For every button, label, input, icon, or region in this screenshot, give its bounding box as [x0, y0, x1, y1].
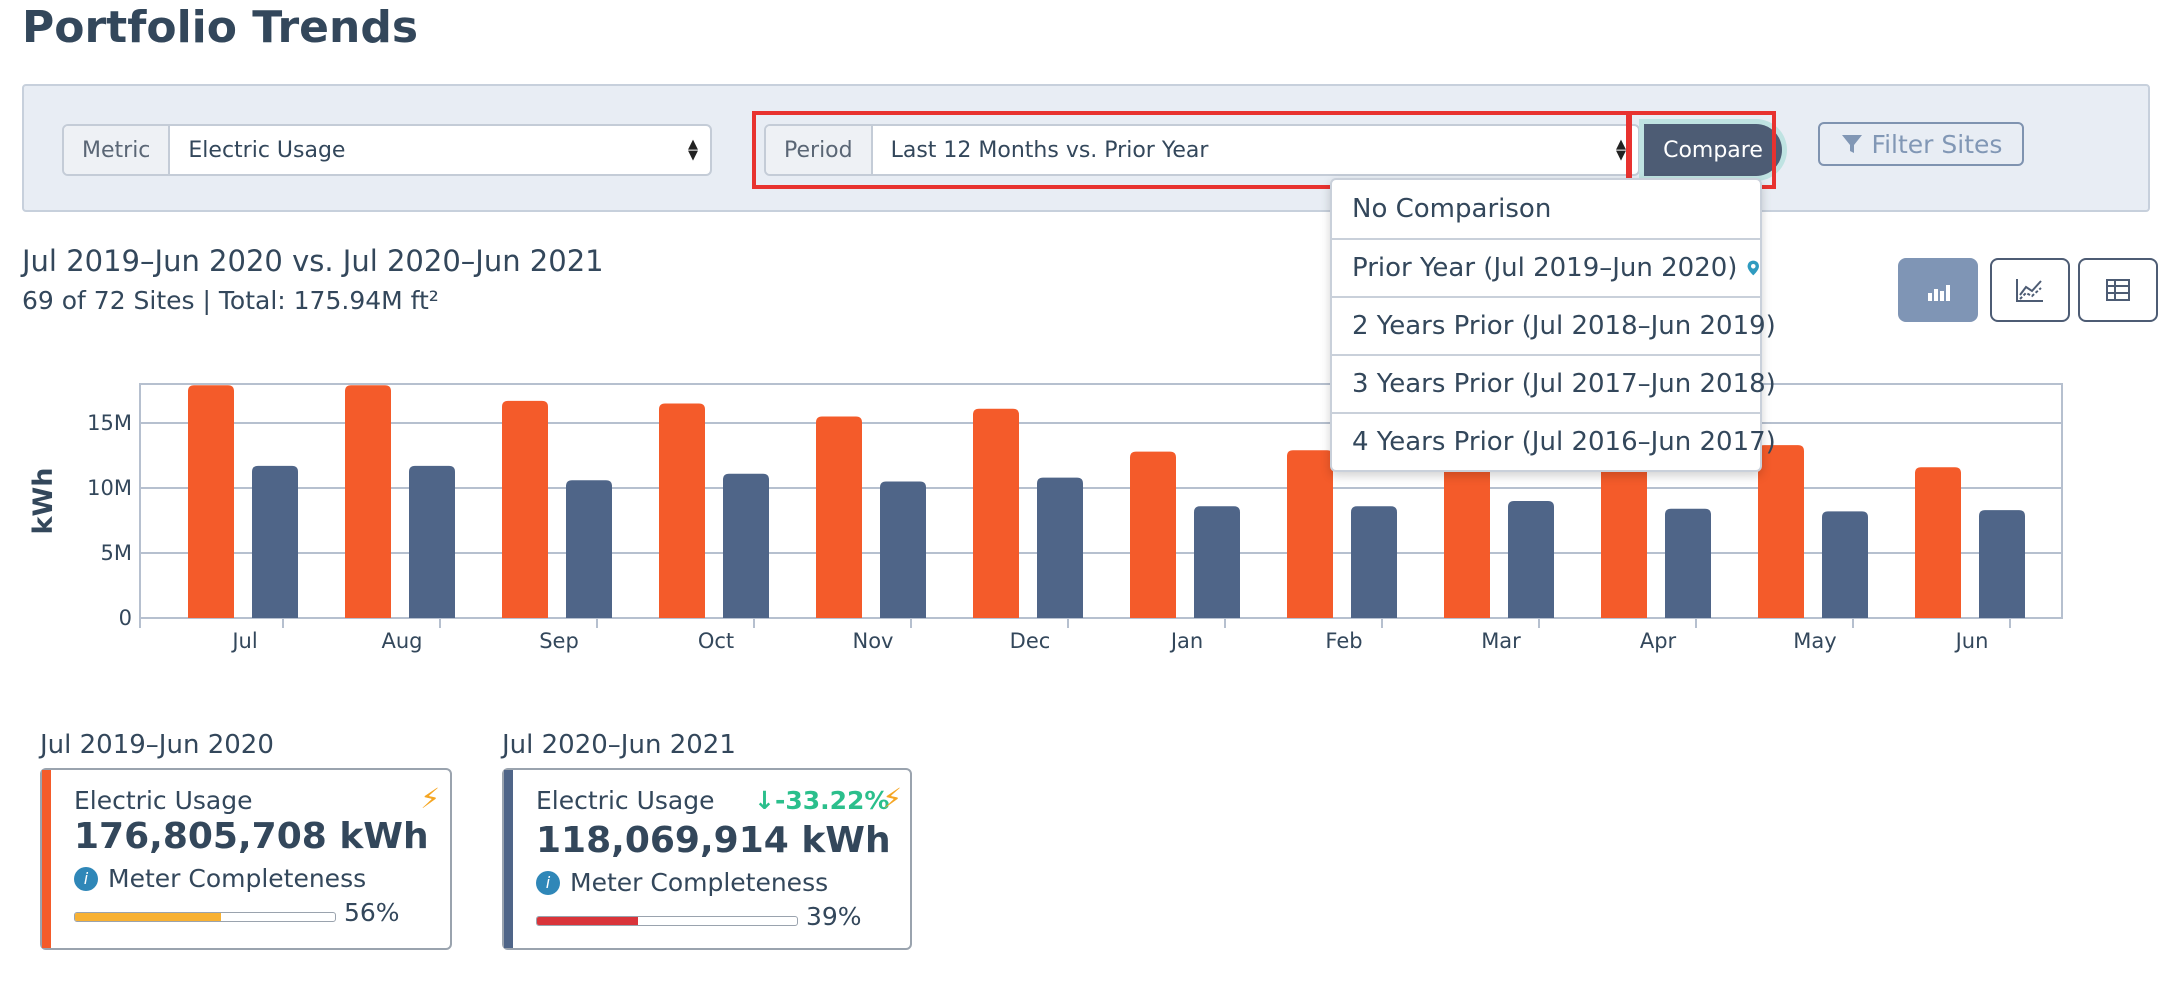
completeness-bar [536, 916, 798, 926]
y-tick-label: 5M [101, 541, 132, 565]
period-select[interactable]: Period Last 12 Months vs. Prior Year ▲ ▼ [764, 124, 1640, 176]
x-tick-label: Nov [853, 629, 894, 653]
comparison-dropdown: No Comparison Prior Year (Jul 2019–Jun 2… [1330, 178, 1776, 472]
line-chart-icon [2016, 279, 2043, 302]
meter-completeness-label: Meter Completeness [570, 868, 829, 897]
x-tick-label: Dec [1010, 629, 1051, 653]
x-tick-label: Jul [230, 629, 257, 653]
prior-period-card: Electric Usage ⚡ 176,805,708 kWh i Meter… [40, 768, 452, 950]
x-tick-label: Apr [1640, 629, 1677, 653]
info-icon[interactable]: i [536, 870, 560, 895]
arrow-down-icon: ↓ [754, 786, 775, 815]
bar [1758, 445, 1804, 618]
option-3-years-prior[interactable]: 3 Years Prior (Jul 2017–Jun 2018) [1332, 354, 1776, 412]
y-tick-label: 0 [119, 606, 132, 630]
completeness-bar-fill [75, 913, 221, 921]
card-heading-prior: Jul 2019–Jun 2020 [40, 730, 274, 760]
completeness-bar-fill [537, 917, 639, 925]
change-indicator: ↓-33.22% [754, 786, 889, 815]
metric-label: Metric [64, 126, 171, 174]
bar [1194, 506, 1240, 618]
bar [1665, 508, 1711, 618]
bar [1822, 511, 1868, 618]
bar [1130, 451, 1176, 618]
change-percent: -33.22% [774, 786, 890, 815]
map-pin-icon [1748, 260, 1760, 276]
y-axis-label: kWh [28, 468, 59, 535]
card-total: 118,069,914 kWh [536, 820, 891, 861]
option-4-years-prior[interactable]: 4 Years Prior (Jul 2016–Jun 2017) [1332, 412, 1776, 470]
option-prior-year[interactable]: Prior Year (Jul 2019–Jun 2020) [1332, 238, 1760, 296]
metric-value: Electric Usage [188, 137, 346, 163]
x-tick-label: Feb [1325, 629, 1362, 653]
x-tick-label: Aug [381, 629, 422, 653]
table-view-button[interactable] [2078, 258, 2158, 322]
controls-panel: Metric Electric Usage ▲ ▼ Period Last 12 … [22, 84, 2150, 212]
select-arrows-icon: ▲ ▼ [1616, 137, 1626, 163]
bar [252, 465, 298, 618]
card-heading-current: Jul 2020–Jun 2021 [502, 730, 736, 760]
bar [502, 400, 548, 618]
bar [723, 473, 769, 618]
bar [345, 385, 391, 618]
bar [973, 408, 1019, 618]
y-tick-label: 10M [87, 476, 132, 500]
info-icon[interactable]: i [74, 866, 98, 891]
select-arrows-icon: ▲ ▼ [688, 137, 698, 163]
bar [1915, 467, 1961, 618]
option-no-comparison[interactable]: No Comparison [1352, 194, 1552, 224]
bar-chart-icon [1928, 285, 1950, 301]
x-tick-label: Jun [1954, 629, 1989, 653]
bar [1444, 441, 1490, 618]
bar [409, 465, 455, 618]
date-range-title: Jul 2019–Jun 2020 vs. Jul 2020–Jun 2021 [22, 244, 604, 278]
card-accent [504, 770, 513, 948]
page-title: Portfolio Trends [22, 2, 419, 53]
table-icon [2106, 279, 2130, 301]
bar [880, 481, 926, 618]
bar [566, 480, 612, 618]
lightning-icon: ⚡ [882, 782, 902, 815]
card-total: 176,805,708 kWh [74, 816, 429, 857]
bar [1601, 442, 1647, 618]
sites-summary: 69 of 72 Sites | Total: 175.94M ft² [22, 286, 439, 315]
current-period-card: Electric Usage ↓-33.22% ⚡ 118,069,914 kW… [502, 768, 912, 950]
metric-select[interactable]: Metric Electric Usage ▲ ▼ [62, 124, 712, 176]
bar [1351, 506, 1397, 618]
completeness-percent: 39% [806, 902, 862, 931]
bar [1508, 501, 1554, 618]
bar [816, 416, 862, 618]
card-metric-name: Electric Usage [536, 786, 715, 815]
y-tick-label: 15M [87, 411, 132, 435]
period-label: Period [766, 126, 873, 174]
filter-icon [1841, 135, 1862, 153]
bar [1037, 477, 1083, 618]
x-tick-label: Sep [539, 629, 579, 653]
filter-sites-label: Filter Sites [1871, 129, 2003, 159]
meter-completeness: i Meter Completeness [74, 864, 366, 893]
lightning-icon: ⚡ [420, 782, 440, 815]
option-2-years-prior[interactable]: 2 Years Prior (Jul 2018–Jun 2019) [1332, 296, 1776, 354]
bar-chart-view-button[interactable] [1898, 258, 1978, 322]
card-accent [42, 770, 51, 948]
bar [188, 385, 234, 618]
line-chart-view-button[interactable] [1990, 258, 2070, 322]
compare-button[interactable]: Compare [1644, 124, 1782, 176]
period-value: Last 12 Months vs. Prior Year [890, 137, 1209, 163]
meter-completeness-label: Meter Completeness [108, 864, 367, 893]
completeness-percent: 56% [344, 898, 400, 927]
x-tick-label: Oct [698, 629, 734, 653]
bar-chart: 0 5M 10M 15M kWh Jul Aug Sep Oct Nov Dec Jan Feb Mar A… [28, 383, 2063, 653]
card-metric-name: Electric Usage [74, 786, 253, 815]
completeness-bar [74, 912, 336, 922]
x-tick-label: Jan [1169, 629, 1203, 653]
meter-completeness: i Meter Completeness [536, 868, 828, 897]
bar [1979, 510, 2025, 618]
bar [659, 403, 705, 618]
filter-sites-button[interactable]: Filter Sites [1818, 122, 2024, 166]
x-tick-label: Mar [1481, 629, 1521, 653]
bar [1287, 450, 1333, 618]
x-tick-label: May [1793, 629, 1836, 653]
